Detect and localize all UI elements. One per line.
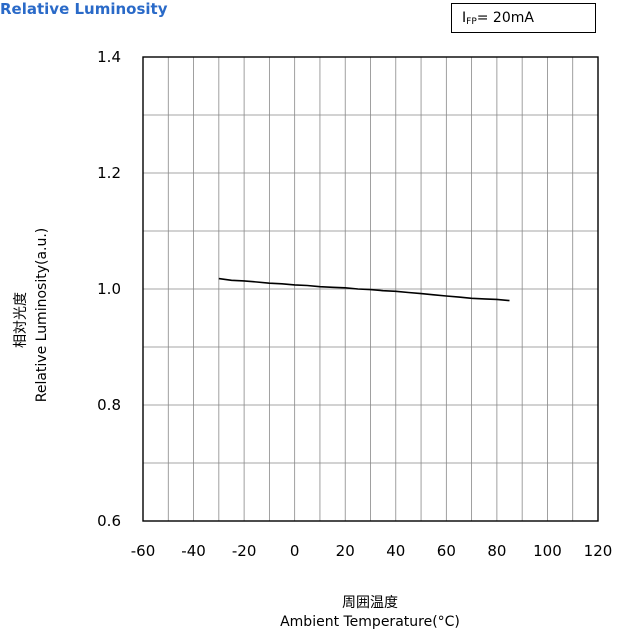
condition-symbol: I bbox=[462, 10, 467, 26]
test-condition-box: IFP= 20mA bbox=[451, 3, 596, 33]
y-axis-label-en: Relative Luminosity(a.u.) bbox=[34, 227, 50, 403]
x-tick-label: 60 bbox=[437, 542, 456, 560]
x-tick-label: -40 bbox=[181, 542, 206, 560]
x-tick-label: 0 bbox=[290, 542, 300, 560]
x-axis-label-jp: 周囲温度 bbox=[342, 595, 398, 611]
x-tick-label: 80 bbox=[487, 542, 506, 560]
y-axis-label-jp: 相対光度 bbox=[13, 292, 29, 348]
x-axis-label-en: Ambient Temperature(°C) bbox=[280, 614, 460, 630]
y-tick-label: 0.6 bbox=[97, 512, 121, 530]
tick-labels: -60 -40 -20 0 20 40 60 80 100 120 0.6 0.8 1.0 1.2 1.4 bbox=[97, 48, 612, 560]
x-tick-label: 120 bbox=[584, 542, 613, 560]
x-tick-label: 40 bbox=[386, 542, 405, 560]
y-tick-label: 1.2 bbox=[97, 164, 121, 182]
plot-frame bbox=[142, 56, 599, 522]
y-tick-label: 1.0 bbox=[97, 280, 121, 298]
y-tick-label: 1.4 bbox=[97, 48, 121, 66]
y-tick-label: 0.8 bbox=[97, 396, 121, 414]
x-tick-label: -60 bbox=[131, 542, 156, 560]
x-tick-label: 20 bbox=[336, 542, 355, 560]
series-line bbox=[218, 277, 510, 302]
data-series bbox=[218, 277, 510, 302]
y-axis-label: 相対光度 Relative Luminosity(a.u.) bbox=[10, 210, 50, 410]
chart-title: Relative Luminosity bbox=[0, 0, 168, 18]
x-tick-label: -20 bbox=[232, 542, 257, 560]
condition-value: = 20mA bbox=[476, 10, 534, 26]
x-tick-label: 100 bbox=[533, 542, 562, 560]
condition-subscript: FP bbox=[466, 17, 477, 27]
